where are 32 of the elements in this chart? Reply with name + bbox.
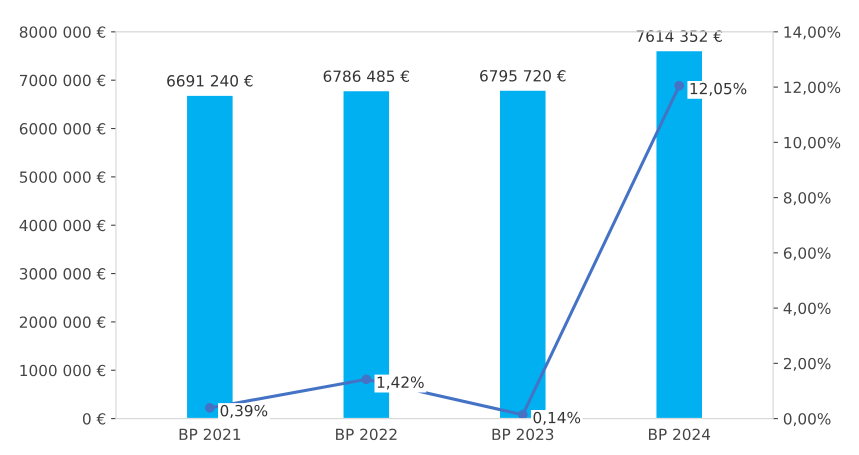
data-label: 0,39% bbox=[220, 404, 268, 418]
data-label: 6691 240 € bbox=[167, 75, 253, 87]
y-tick-label: 1000 000 € bbox=[20, 364, 106, 376]
data-label: 1,42% bbox=[378, 376, 424, 390]
x-tick-label: BP 2022 bbox=[336, 428, 396, 440]
point bbox=[674, 80, 684, 91]
y2-tick-label: 0,00% bbox=[784, 413, 831, 426]
y-tick-label: 2000 000 € bbox=[20, 316, 106, 328]
y-tick-label: 0 € bbox=[82, 413, 106, 425]
y2-tick-label: 4,00% bbox=[784, 302, 831, 316]
y2-tick-label: 2,00% bbox=[784, 358, 831, 371]
y-tick-label: 6000 000 € bbox=[20, 123, 106, 135]
point bbox=[361, 374, 372, 384]
y-tick-label: 4000 000 € bbox=[20, 220, 106, 232]
y2-tick-label: 6,00% bbox=[784, 247, 831, 260]
point bbox=[518, 410, 528, 419]
data-label: 12,05% bbox=[690, 82, 746, 96]
data-label: 6786 485 € bbox=[324, 70, 410, 82]
data-label: 0,14% bbox=[533, 412, 580, 425]
point bbox=[204, 402, 215, 413]
y-tick-label: 5000 000 € bbox=[20, 171, 106, 183]
x-tick-label: BP 2024 bbox=[649, 428, 710, 440]
y2-tick-label: 8,00% bbox=[784, 192, 831, 206]
y2-tick-label: 14,00% bbox=[784, 26, 840, 40]
y-tick-label: 3000 000 € bbox=[20, 268, 106, 280]
y2-tick-label: 12,00% bbox=[784, 82, 840, 95]
y-tick-label: 7000 000 € bbox=[20, 74, 106, 86]
y-tick-label: 8000 000 € bbox=[20, 26, 106, 38]
data-label: 6795 720 € bbox=[480, 70, 566, 82]
x-tick-label: BP 2023 bbox=[492, 428, 554, 440]
x-tick-label: BP 2021 bbox=[180, 428, 240, 440]
y2-tick-label: 10,00% bbox=[784, 136, 840, 150]
